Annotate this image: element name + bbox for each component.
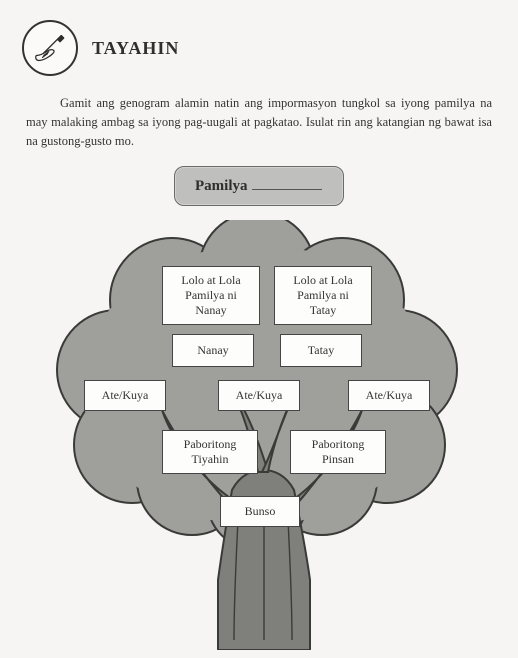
node-atekuya-3-label: Ate/Kuya	[366, 388, 413, 402]
node-pinsan[interactable]: PaboritongPinsan	[290, 430, 386, 474]
pamilya-label: Pamilya	[195, 178, 248, 194]
node-atekuya-1[interactable]: Ate/Kuya	[84, 380, 166, 411]
node-bunso-label: Bunso	[245, 504, 276, 518]
node-pinsan-label: PaboritongPinsan	[312, 437, 365, 466]
worksheet-page: TAYAHIN Gamit ang genogram alamin natin …	[0, 0, 518, 658]
family-tree: Lolo at LolaPamilya niNanay Lolo at Lola…	[22, 220, 496, 650]
node-tiyahin[interactable]: PaboritongTiyahin	[162, 430, 258, 474]
node-lolo-tatay-label: Lolo at LolaPamilya niTatay	[293, 273, 352, 317]
node-atekuya-2[interactable]: Ate/Kuya	[218, 380, 300, 411]
node-lolo-tatay[interactable]: Lolo at LolaPamilya niTatay	[274, 266, 372, 325]
node-nanay-label: Nanay	[197, 343, 228, 357]
node-tatay-label: Tatay	[308, 343, 334, 357]
node-tiyahin-label: PaboritongTiyahin	[184, 437, 237, 466]
node-atekuya-2-label: Ate/Kuya	[236, 388, 283, 402]
node-tatay[interactable]: Tatay	[280, 334, 362, 367]
instructions-content: Gamit ang genogram alamin natin ang impo…	[26, 96, 492, 148]
node-atekuya-1-label: Ate/Kuya	[102, 388, 149, 402]
instructions-text: Gamit ang genogram alamin natin ang impo…	[26, 94, 492, 150]
writing-hand-icon	[22, 20, 78, 76]
pamilya-blank-line[interactable]	[252, 189, 322, 190]
node-nanay[interactable]: Nanay	[172, 334, 254, 367]
node-lolo-nanay-label: Lolo at LolaPamilya niNanay	[181, 273, 240, 317]
node-atekuya-3[interactable]: Ate/Kuya	[348, 380, 430, 411]
pamilya-field[interactable]: Pamilya	[174, 166, 344, 206]
section-title: TAYAHIN	[92, 38, 179, 59]
node-lolo-nanay[interactable]: Lolo at LolaPamilya niNanay	[162, 266, 260, 325]
pamilya-field-wrap: Pamilya	[22, 166, 496, 206]
node-bunso[interactable]: Bunso	[220, 496, 300, 527]
header: TAYAHIN	[22, 20, 496, 76]
